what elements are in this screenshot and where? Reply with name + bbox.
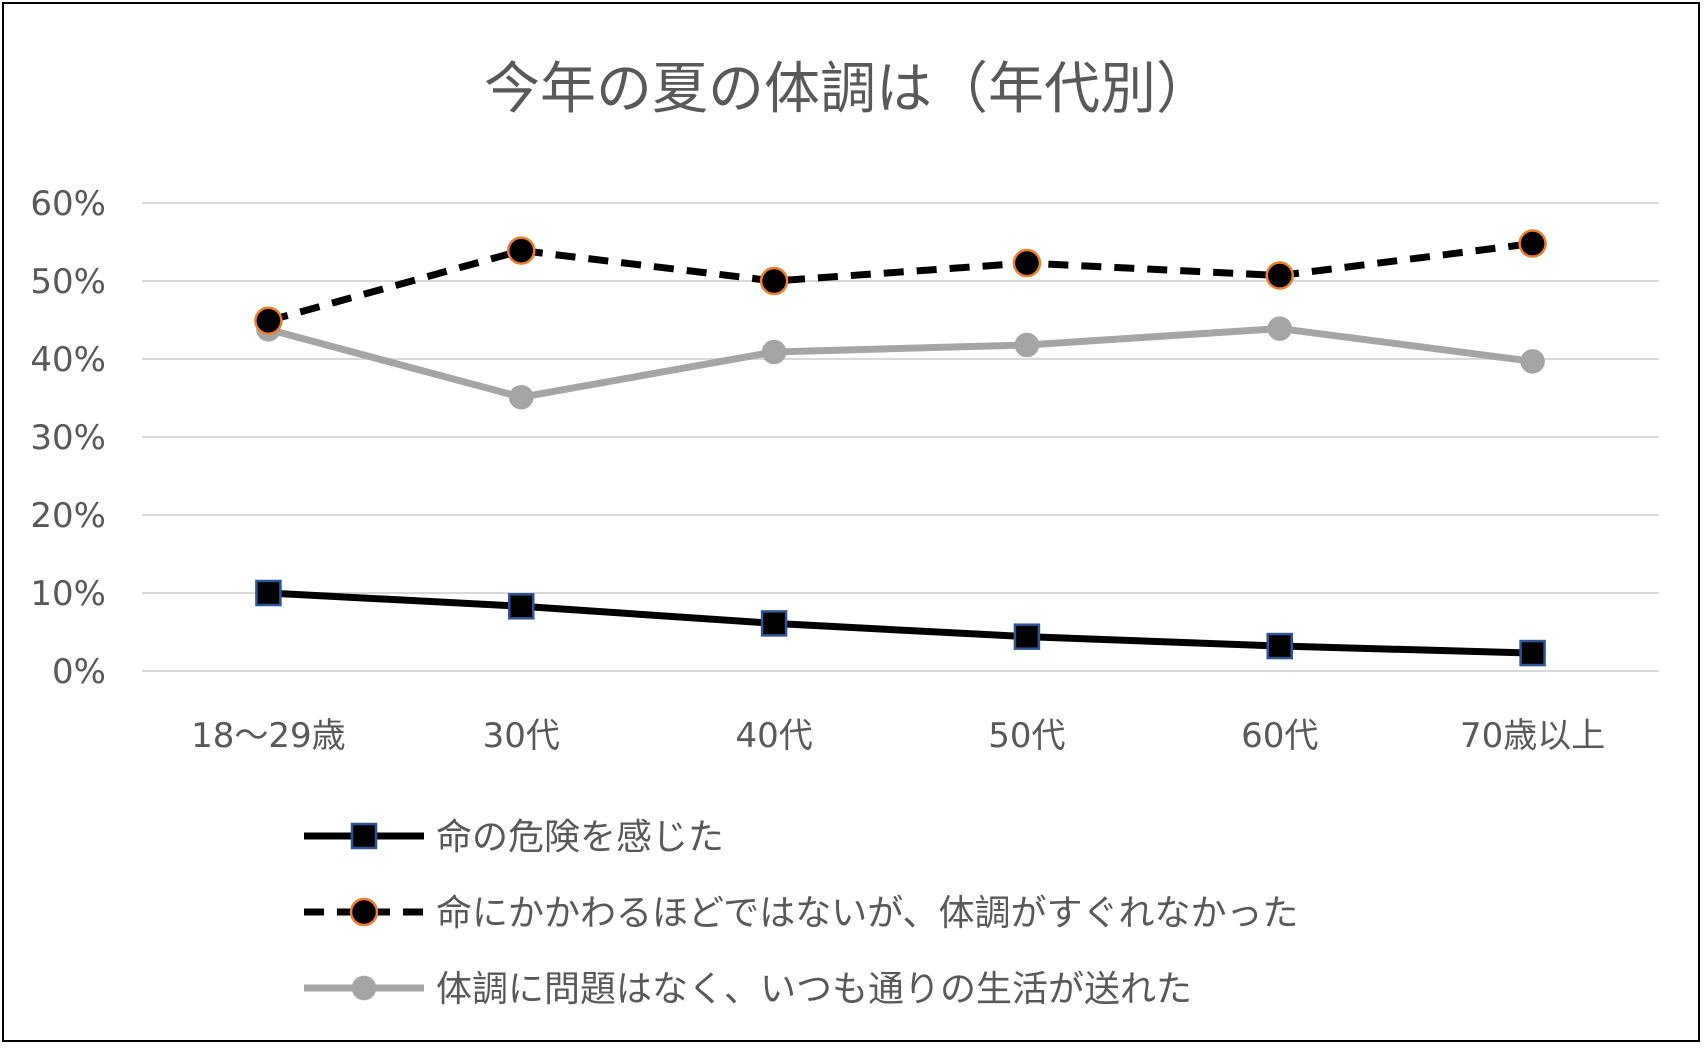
data-point bbox=[254, 306, 283, 336]
data-point bbox=[1013, 623, 1041, 650]
data-point bbox=[1014, 332, 1040, 358]
x-tick-label: 50代 bbox=[988, 716, 1065, 756]
legend-swatch-marker bbox=[349, 897, 379, 927]
y-tick-label: 30% bbox=[30, 418, 106, 458]
y-tick-label: 20% bbox=[30, 496, 106, 536]
series-2 bbox=[256, 316, 1545, 410]
y-axis-ticks: 0% 10% 20% 30% 40% 50% 60% bbox=[30, 184, 106, 692]
y-tick-label: 10% bbox=[30, 574, 106, 614]
series-0 bbox=[255, 579, 1546, 667]
legend-item: 命の危険を感じた bbox=[304, 817, 724, 858]
data-point bbox=[1520, 349, 1545, 374]
x-tick-label: 30代 bbox=[483, 716, 560, 756]
data-point bbox=[509, 384, 534, 410]
x-tick-label: 40代 bbox=[735, 716, 812, 756]
data-point bbox=[507, 236, 536, 265]
data-point bbox=[759, 266, 789, 296]
x-axis-ticks: 18～29歳 30代 40代 50代 60代 70歳以上 bbox=[191, 716, 1605, 756]
data-point bbox=[1518, 229, 1547, 258]
y-tick-label: 0% bbox=[52, 652, 106, 692]
data-point bbox=[760, 610, 788, 637]
data-point bbox=[1265, 261, 1294, 290]
legend-label: 命にかかわるほどではないが、体調がすぐれなかった bbox=[436, 893, 1299, 934]
data-point bbox=[1012, 248, 1042, 278]
legend-item: 体調に問題はなく、いつも通りの生活が送れた bbox=[304, 969, 1192, 1010]
gridlines bbox=[142, 202, 1659, 672]
legend-item: 命にかかわるほどではないが、体調がすぐれなかった bbox=[304, 893, 1299, 934]
legend-swatch-marker bbox=[351, 975, 377, 1001]
y-tick-label: 50% bbox=[30, 262, 106, 302]
series-line bbox=[267, 325, 1534, 401]
series-line bbox=[268, 589, 1533, 657]
x-tick-label: 18～29歳 bbox=[191, 716, 346, 756]
data-point bbox=[1519, 639, 1546, 667]
chart-title: 今年の夏の体調は（年代別） bbox=[484, 57, 1212, 122]
y-tick-label: 40% bbox=[30, 340, 106, 380]
data-point bbox=[1266, 632, 1293, 660]
data-point bbox=[255, 579, 282, 607]
data-point bbox=[1267, 316, 1292, 341]
legend-label: 体調に問題はなく、いつも通りの生活が送れた bbox=[436, 969, 1192, 1010]
line-chart: 今年の夏の体調は（年代別） 0% 10% 20% 30% 40% 50% 60% 18～29… bbox=[30, 57, 1659, 1010]
legend-swatch-marker bbox=[350, 822, 378, 850]
y-tick-label: 60% bbox=[30, 184, 106, 224]
legend: 命の危険を感じた命にかかわるほどではないが、体調がすぐれなかった体調に問題はなく… bbox=[304, 817, 1299, 1010]
x-tick-label: 70歳以上 bbox=[1460, 716, 1605, 756]
series-lines bbox=[254, 229, 1547, 667]
legend-label: 命の危険を感じた bbox=[436, 817, 724, 858]
data-point bbox=[508, 593, 535, 620]
series-line bbox=[267, 240, 1534, 325]
series-1 bbox=[254, 229, 1547, 336]
x-tick-label: 60代 bbox=[1241, 716, 1318, 756]
data-point bbox=[761, 339, 787, 365]
